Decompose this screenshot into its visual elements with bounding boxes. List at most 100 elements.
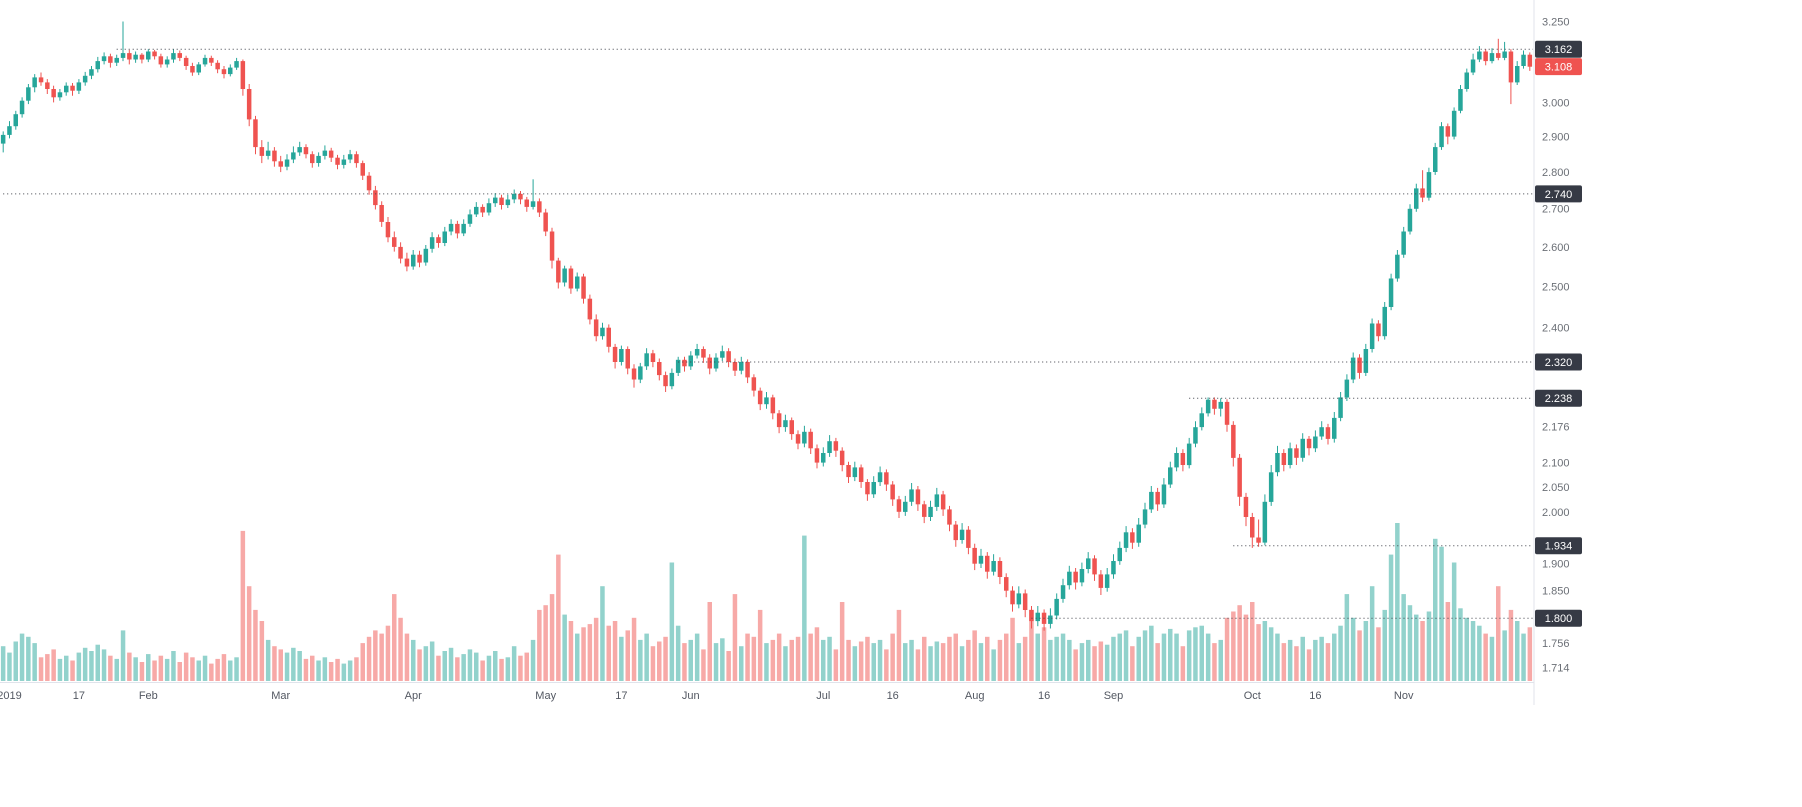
volume-bar	[524, 652, 529, 681]
candle-body	[89, 69, 94, 76]
candle-body	[713, 357, 719, 369]
candle-body	[1048, 615, 1053, 624]
candle-body	[1130, 532, 1135, 543]
candle-body	[1117, 547, 1122, 562]
candle-body	[1382, 306, 1387, 337]
candle-body	[1218, 401, 1223, 409]
price-axis[interactable]	[1534, 0, 1802, 682]
candle-body	[1332, 417, 1337, 439]
volume-bar	[1464, 617, 1469, 681]
time-tick-label: 17	[615, 690, 627, 702]
candle-body	[1483, 51, 1488, 62]
volume-bar	[739, 646, 744, 681]
volume-bar	[997, 639, 1003, 681]
price-tick-label: 2.400	[1542, 323, 1570, 335]
price-badge	[1535, 353, 1582, 371]
volume-bar	[1458, 608, 1463, 681]
candle-body	[1142, 509, 1148, 525]
volume-bar	[1022, 636, 1028, 681]
volume-bar	[335, 658, 340, 681]
candle-body	[612, 346, 618, 362]
candle-body	[1306, 438, 1312, 449]
price-tick-label: 2.100	[1542, 457, 1570, 469]
candle-body	[139, 54, 145, 60]
volume-bar	[1502, 630, 1507, 681]
volume-bar	[896, 609, 902, 681]
candle-body	[884, 472, 889, 485]
candle-body	[392, 237, 397, 247]
volume-bar	[530, 639, 536, 681]
volume-bar	[543, 605, 548, 681]
volume-bar	[839, 602, 845, 681]
volume-bar	[183, 652, 189, 681]
candle-body	[70, 85, 75, 91]
volume-bar	[1376, 627, 1381, 681]
volume-bars	[0, 523, 1533, 681]
volume-bar	[587, 624, 593, 681]
volume-bar	[1401, 594, 1406, 681]
volume-bar	[152, 660, 157, 681]
volume-bar	[745, 633, 750, 681]
candle-body	[997, 561, 1003, 577]
candle-body	[922, 504, 927, 517]
time-tick-label: Feb	[139, 690, 158, 702]
volume-bar	[341, 663, 347, 681]
candle-body	[1388, 278, 1394, 307]
candle-body	[158, 56, 164, 65]
volume-bar	[57, 658, 63, 681]
candle-body	[739, 362, 744, 371]
volume-bar	[190, 657, 195, 681]
candle-body	[120, 53, 126, 58]
volume-bar	[770, 639, 776, 681]
volume-bar	[1010, 617, 1015, 681]
candle-body	[183, 57, 189, 66]
volume-bar	[966, 639, 971, 681]
candle-body	[366, 175, 372, 191]
volume-bar	[1060, 633, 1066, 681]
volume-bar	[95, 644, 100, 681]
candle-body	[556, 260, 561, 283]
candle-body	[593, 319, 599, 337]
candle-body	[1073, 571, 1078, 583]
candle-body	[1313, 436, 1318, 449]
volume-bar	[1477, 625, 1482, 681]
volume-bar	[972, 630, 977, 681]
candle-body	[133, 54, 138, 60]
candle-body	[265, 150, 271, 156]
volume-bar	[1004, 633, 1009, 681]
candle-body	[335, 157, 340, 165]
volume-bar	[808, 633, 813, 681]
volume-bar	[991, 649, 996, 681]
volume-bar	[26, 636, 31, 681]
candle-body	[95, 61, 100, 70]
candle-body	[650, 353, 656, 362]
volume-bar	[928, 646, 933, 681]
volume-bar	[1243, 614, 1249, 681]
volume-bar	[70, 660, 75, 681]
candle-body	[347, 154, 353, 160]
volume-bar	[1029, 609, 1034, 681]
volume-bar	[347, 660, 353, 681]
volume-bar	[139, 662, 145, 681]
volume-bar	[291, 647, 296, 681]
volume-bar	[171, 651, 176, 681]
candle-body	[732, 362, 738, 371]
candle-body	[1161, 484, 1167, 505]
time-axis[interactable]	[0, 683, 1533, 713]
candle-body	[234, 61, 239, 68]
volume-bar	[215, 658, 220, 681]
candle-body	[530, 201, 536, 207]
candle-body	[127, 53, 132, 60]
candle-body	[543, 212, 548, 232]
candle-body	[1060, 585, 1066, 599]
volume-bar	[480, 660, 485, 681]
volume-bar	[423, 646, 429, 681]
candle-body	[985, 555, 990, 572]
candle-body	[600, 327, 605, 337]
volume-bar	[1193, 627, 1198, 681]
candle-body	[682, 359, 687, 367]
candle-body	[303, 147, 309, 155]
volume-bar	[757, 609, 763, 681]
